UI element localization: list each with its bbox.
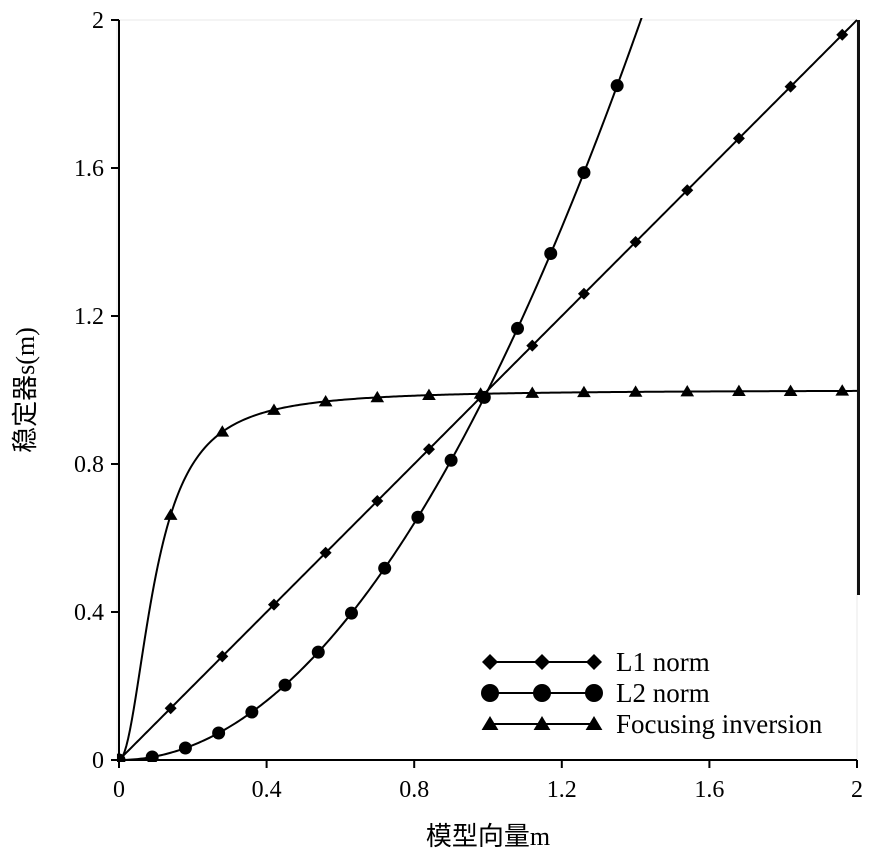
data-point (422, 443, 435, 456)
legend-marker (585, 716, 603, 730)
legend-label: Focusing inversion (616, 709, 823, 739)
legend-marker (533, 684, 551, 702)
series-line (118, 389, 857, 761)
x-tick-label: 0 (113, 777, 125, 803)
data-point (216, 650, 229, 663)
data-point (267, 403, 281, 415)
data-point (245, 705, 259, 719)
x-axis-title: 模型向量m (426, 822, 550, 851)
x-tick-label: 0.8 (399, 777, 429, 803)
y-tick-label: 0.8 (74, 452, 104, 478)
data-point (680, 384, 695, 397)
data-point (629, 236, 642, 248)
y-tick-label: 2 (92, 8, 104, 34)
series-layer (117, 18, 857, 762)
legend-label: L2 norm (616, 678, 710, 708)
tick-labels: 0 0.4 0.8 1.2 1.6 2 0 0.4 0.8 1.2 1.6 2 (74, 8, 863, 803)
data-point (212, 726, 226, 740)
x-tick-label: 1.6 (694, 777, 724, 803)
data-point (411, 510, 425, 524)
data-point (422, 388, 436, 401)
plot-right-edge (857, 20, 860, 595)
legend-marker (482, 654, 498, 670)
y-tick-label: 1.2 (74, 304, 104, 330)
x-tick-label: 0.4 (252, 777, 282, 803)
data-point (628, 385, 643, 397)
data-point (444, 453, 458, 467)
data-point (117, 753, 125, 762)
series-triangle (117, 384, 857, 762)
data-point (835, 384, 850, 396)
data-point (163, 508, 178, 520)
data-point (610, 79, 624, 93)
data-point (473, 387, 488, 399)
series-line (118, 18, 643, 761)
y-tick-label: 0 (92, 748, 104, 774)
data-point (278, 678, 292, 692)
data-point (319, 546, 332, 559)
data-point (311, 645, 325, 659)
data-point (178, 741, 192, 755)
data-point (784, 80, 797, 93)
data-point (732, 384, 746, 396)
data-point (344, 606, 358, 620)
y-tick-label: 1.6 (74, 156, 104, 182)
legend-entry: L2 norm (481, 678, 710, 708)
legend-entry: L1 norm (482, 647, 710, 677)
data-point (681, 184, 694, 197)
legend-marker (481, 716, 499, 730)
y-tick-label: 0.4 (74, 600, 104, 626)
data-point (525, 386, 540, 398)
series-circle (117, 18, 643, 762)
y-axis-title: 稳定器s(m) (11, 327, 40, 453)
data-point (783, 384, 798, 396)
data-point (215, 425, 230, 437)
data-point (267, 598, 280, 611)
legend-marker (586, 654, 602, 670)
legend-marker (534, 654, 550, 670)
data-point (378, 561, 392, 575)
legend-marker (481, 684, 499, 702)
legend-entry: Focusing inversion (481, 709, 823, 739)
data-point (836, 28, 849, 41)
legend-marker (585, 684, 603, 702)
data-point (544, 247, 558, 261)
legend-label: L1 norm (616, 647, 710, 677)
data-point (164, 702, 177, 715)
data-point (370, 390, 385, 403)
data-point (732, 132, 745, 145)
data-point (577, 287, 590, 300)
data-point (577, 385, 591, 398)
data-point (577, 166, 591, 180)
data-point (371, 495, 384, 507)
x-tick-label: 1.2 (547, 777, 577, 803)
data-point (511, 321, 525, 335)
x-tick-label: 2 (851, 777, 863, 803)
data-point (526, 339, 539, 352)
data-point (318, 394, 333, 407)
data-point (145, 750, 159, 762)
legend-marker (533, 716, 551, 730)
